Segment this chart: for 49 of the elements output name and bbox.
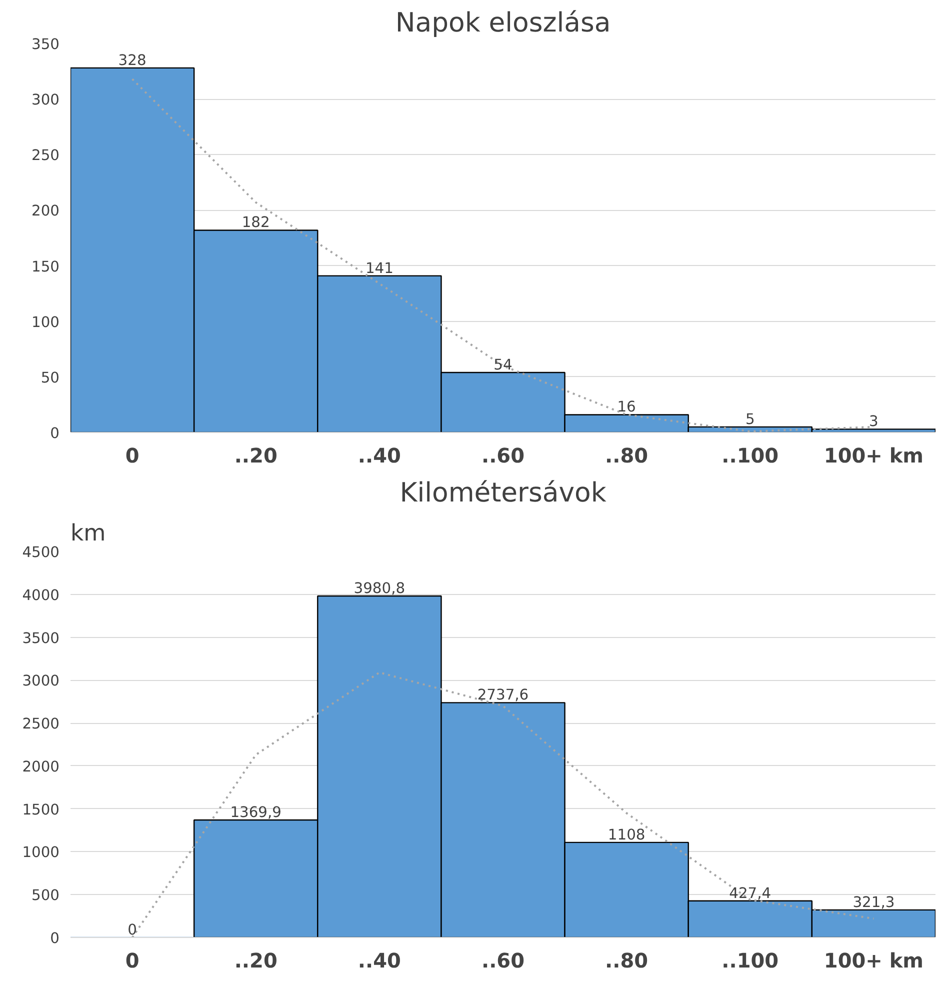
data-label: 3980,8 [354, 580, 406, 598]
data-label: 1369,9 [230, 804, 282, 821]
data-label: 3 [869, 413, 878, 430]
y-tick-label: 4000 [22, 586, 60, 604]
x-tick-label: ..80 [605, 444, 648, 468]
x-tick-label: ..40 [358, 444, 401, 468]
data-label: 16 [617, 398, 636, 416]
x-tick-label: ..60 [481, 948, 525, 972]
y-tick-label: 1500 [22, 801, 60, 818]
y-tick-label: 500 [32, 887, 60, 904]
data-label: 321,3 [852, 894, 895, 911]
chart-title: Napok eloszlása [395, 8, 611, 38]
x-tick-label: ..20 [234, 948, 278, 972]
y-tick-label: 300 [32, 92, 60, 109]
y-tick-label: 3000 [22, 672, 60, 690]
x-tick-label: ..100 [722, 444, 779, 468]
data-label: 1108 [608, 826, 646, 844]
x-tick-label: ..60 [481, 444, 525, 468]
x-tick-label: 100+ km [824, 948, 924, 972]
x-tick-label: ..40 [358, 948, 401, 972]
data-label: 0 [128, 922, 137, 938]
x-tick-label: ..80 [605, 948, 648, 972]
x-tick-label: 100+ km [824, 444, 924, 468]
y-tick-label: 200 [32, 202, 60, 220]
data-label: 328 [118, 52, 146, 69]
data-label: 141 [365, 260, 394, 277]
y-tick-label: 100 [32, 314, 60, 331]
y-tick-label: 3500 [22, 630, 60, 647]
y-tick-label: 150 [32, 258, 60, 276]
y-tick-label: 4500 [22, 544, 60, 561]
y-tick-label: 50 [40, 369, 60, 386]
y-tick-label: 2000 [22, 758, 60, 776]
x-tick-label: 0 [125, 444, 140, 468]
y-tick-label: 250 [32, 147, 60, 164]
y-tick-label: 0 [50, 425, 60, 442]
x-tick-label: 0 [125, 948, 140, 972]
x-tick-label: ..20 [234, 444, 278, 468]
data-label: 54 [494, 356, 512, 374]
y-axis-title: km [70, 520, 106, 546]
data-label: 427,4 [729, 884, 772, 902]
y-tick-label: 1000 [22, 844, 60, 862]
y-tick-label: 0 [50, 930, 60, 947]
y-tick-label: 350 [32, 36, 60, 53]
data-label: 5 [745, 410, 755, 428]
x-tick-label: ..100 [722, 948, 779, 972]
y-tick-label: 2500 [22, 716, 60, 733]
chart-title: Kilométersávok [400, 478, 607, 508]
data-label: 2737,6 [477, 686, 529, 704]
data-label: 182 [242, 214, 270, 232]
